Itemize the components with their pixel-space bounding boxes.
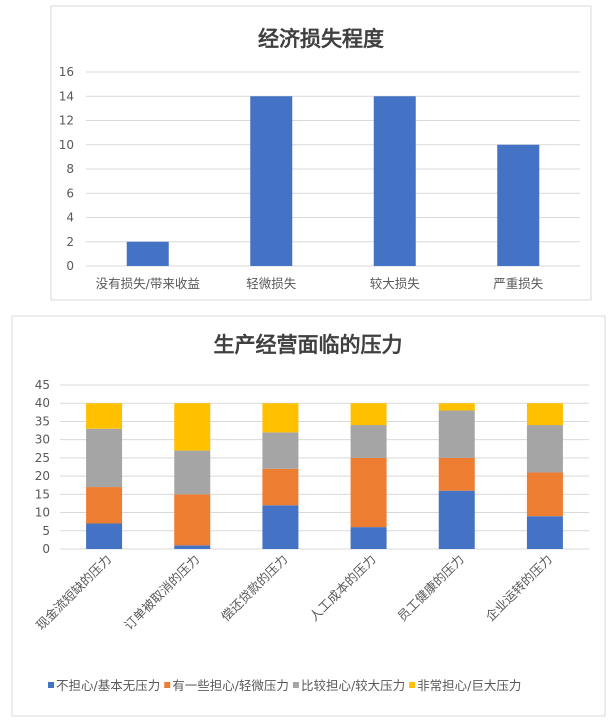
x-tick-label: 严重损失 [493, 276, 544, 291]
bar-segment [438, 457, 475, 491]
bar-segment [438, 410, 475, 458]
bar-segment [262, 505, 299, 549]
bar [250, 96, 293, 266]
y-tick-label: 12 [59, 114, 74, 128]
y-tick-label: 8 [66, 162, 74, 176]
bar-segment [174, 494, 211, 546]
bar-segment [350, 457, 387, 528]
bar-segment [262, 468, 299, 506]
y-tick-label: 0 [66, 259, 74, 273]
bar-segment [350, 403, 387, 426]
bar-segment [526, 425, 563, 473]
legend-label: 非常担心/巨大压力 [417, 678, 521, 693]
bar-segment [86, 403, 123, 429]
y-tick-label: 15 [35, 487, 50, 501]
y-tick-label: 6 [66, 186, 74, 200]
bar [373, 96, 416, 266]
bar-segment [526, 403, 563, 426]
y-tick-label: 45 [35, 378, 50, 392]
bar-segment [86, 428, 123, 488]
y-tick-label: 2 [66, 235, 74, 249]
y-tick-label: 10 [59, 138, 74, 152]
bar-segment [174, 545, 211, 549]
bar-segment [86, 487, 123, 524]
bar-segment [350, 425, 387, 458]
y-tick-label: 0 [42, 542, 50, 556]
legend-label: 不担心/基本无压力 [56, 678, 160, 693]
bar-segment [350, 527, 387, 549]
chart1-title: 经济损失程度 [258, 27, 384, 51]
bar-segment [174, 403, 211, 451]
bar-segment [526, 472, 563, 517]
legend-swatch [409, 682, 416, 688]
x-tick-label: 轻微损失 [246, 276, 297, 291]
legend-label: 有一些担心/轻微压力 [172, 678, 289, 693]
legend-swatch [164, 682, 171, 688]
chart1-plot: 0 2 4 6 8 10 12 14 16 没有损失/带来收益 轻微损失 较大损失 严重损失 [59, 65, 580, 291]
chart2-title: 生产经营面临的压力 [214, 333, 403, 357]
y-tick-label: 30 [35, 433, 50, 447]
legend-swatch [292, 682, 299, 688]
bar-segment [86, 523, 123, 549]
y-tick-label: 20 [35, 469, 50, 483]
bar-segment [262, 432, 299, 469]
y-tick-label: 14 [59, 89, 74, 103]
bar [126, 241, 169, 266]
bar [497, 144, 540, 266]
chart2-legend: 不担心/基本无压力 有一些担心/轻微压力 比较担心/较大压力 非常担心/巨大压力 [48, 678, 521, 693]
y-tick-label: 5 [42, 524, 50, 538]
x-tick-label: 较大损失 [370, 276, 421, 291]
y-tick-label: 25 [35, 451, 50, 465]
bar-segment [174, 450, 211, 495]
bar-segment [262, 403, 299, 433]
y-tick-label: 16 [59, 65, 74, 79]
y-tick-label: 35 [35, 414, 50, 428]
legend-swatch [48, 682, 54, 688]
bar-segment [526, 516, 563, 549]
bar-segment [438, 490, 475, 549]
x-tick-label: 没有损失/带来收益 [96, 276, 200, 291]
bar-segment [438, 403, 475, 411]
y-tick-label: 4 [66, 211, 74, 225]
legend-label: 比较担心/较大压力 [301, 678, 405, 693]
y-tick-label: 10 [35, 506, 50, 520]
y-tick-label: 40 [35, 396, 50, 410]
